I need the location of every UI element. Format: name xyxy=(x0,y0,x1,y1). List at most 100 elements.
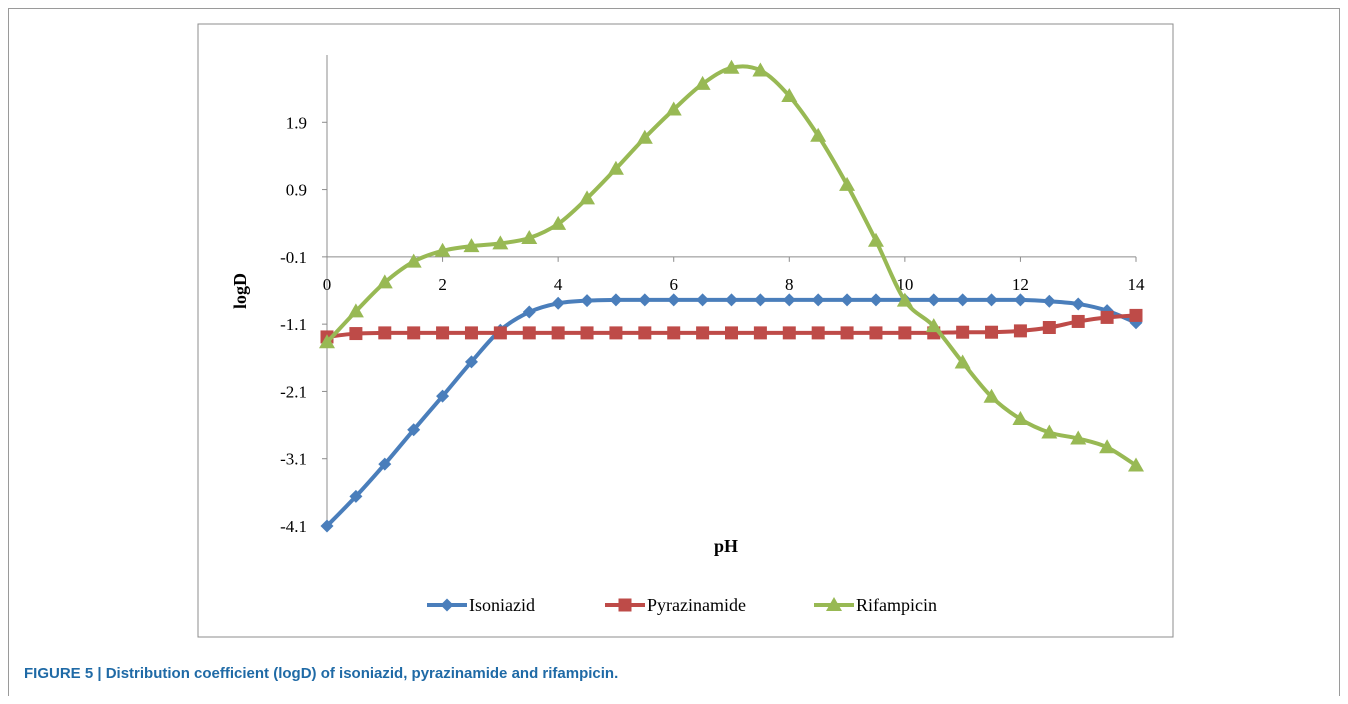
data-point-isoniazid xyxy=(464,355,478,369)
data-point-rifampicin xyxy=(319,334,335,349)
data-point-rifampicin xyxy=(867,232,884,247)
data-point-rifampicin xyxy=(694,75,711,90)
data-point-pyrazinamide xyxy=(493,326,507,340)
y-tick-label: -3.1 xyxy=(280,450,307,469)
data-point-rifampicin xyxy=(752,62,769,77)
data-point-isoniazid xyxy=(551,296,565,310)
y-tick-label: 0.9 xyxy=(286,181,307,200)
data-point-isoniazid xyxy=(840,293,854,307)
data-point-pyrazinamide xyxy=(840,326,854,340)
data-point-isoniazid xyxy=(638,293,652,307)
data-point-isoniazid xyxy=(407,423,421,437)
data-point-pyrazinamide xyxy=(349,327,363,341)
x-tick-label: 4 xyxy=(554,275,563,294)
data-point-rifampicin xyxy=(521,230,538,245)
x-tick-label: 8 xyxy=(785,275,794,294)
figure-caption: FIGURE 5 | Distribution coefficient (log… xyxy=(24,665,619,682)
data-point-pyrazinamide xyxy=(811,326,825,340)
data-point-isoniazid xyxy=(869,293,883,307)
data-point-isoniazid xyxy=(378,457,392,471)
legend-swatch-marker-isoniazid xyxy=(440,598,454,612)
data-point-isoniazid xyxy=(985,293,999,307)
data-point-pyrazinamide xyxy=(956,325,970,339)
data-point-pyrazinamide xyxy=(407,326,421,340)
data-point-isoniazid xyxy=(522,305,536,319)
data-point-rifampicin xyxy=(550,215,567,230)
data-point-pyrazinamide xyxy=(725,326,738,340)
data-point-pyrazinamide xyxy=(753,326,767,340)
data-point-rifampicin xyxy=(579,190,596,205)
figure-frame xyxy=(8,8,1340,696)
data-point-rifampicin xyxy=(665,101,682,116)
legend-item-isoniazid: Isoniazid xyxy=(427,595,535,615)
data-point-pyrazinamide xyxy=(985,325,999,339)
data-point-pyrazinamide xyxy=(638,326,652,340)
legend: Isoniazid Pyrazinamide Rifampicin xyxy=(427,595,937,615)
legend-swatch-marker-rifampicin xyxy=(826,597,842,611)
data-point-isoniazid xyxy=(1042,294,1056,308)
x-tick-label: 10 xyxy=(896,275,913,294)
data-point-pyrazinamide xyxy=(551,326,565,340)
data-point-rifampicin xyxy=(434,242,451,257)
y-tick-label: -0.1 xyxy=(280,248,307,267)
data-point-pyrazinamide xyxy=(1071,314,1085,328)
x-tick-label: 14 xyxy=(1128,275,1146,294)
data-point-isoniazid xyxy=(349,489,363,503)
data-point-isoniazid xyxy=(696,293,710,307)
x-tick-label: 6 xyxy=(669,275,678,294)
data-point-isoniazid xyxy=(1071,297,1085,311)
data-point-pyrazinamide xyxy=(436,326,450,340)
data-point-pyrazinamide xyxy=(580,326,594,340)
data-point-pyrazinamide xyxy=(898,326,912,340)
legend-item-pyrazinamide: Pyrazinamide xyxy=(605,595,746,615)
data-point-isoniazid xyxy=(725,293,738,307)
series-isoniazid xyxy=(320,293,1143,533)
y-axis-title: logD xyxy=(230,273,250,309)
data-point-pyrazinamide xyxy=(782,326,796,340)
data-point-isoniazid xyxy=(1013,293,1027,307)
data-point-rifampicin xyxy=(896,292,913,307)
data-point-isoniazid xyxy=(956,293,970,307)
data-point-pyrazinamide xyxy=(869,326,883,340)
data-point-rifampicin xyxy=(781,88,798,103)
data-point-pyrazinamide xyxy=(696,326,710,340)
data-point-rifampicin xyxy=(636,129,653,144)
data-point-rifampicin xyxy=(347,303,364,318)
data-point-pyrazinamide xyxy=(464,326,478,340)
data-point-isoniazid xyxy=(320,519,334,533)
legend-swatch-marker-pyrazinamide xyxy=(618,598,632,612)
data-point-pyrazinamide xyxy=(609,326,623,340)
data-point-rifampicin xyxy=(954,354,971,369)
data-point-rifampicin xyxy=(376,274,393,289)
data-point-pyrazinamide xyxy=(1100,310,1114,324)
data-point-isoniazid xyxy=(580,294,594,308)
data-point-rifampicin xyxy=(1099,439,1116,454)
legend-label-rifampicin: Rifampicin xyxy=(856,595,937,615)
legend-label-pyrazinamide: Pyrazinamide xyxy=(647,595,746,615)
data-point-isoniazid xyxy=(753,293,767,307)
x-tick-label: 0 xyxy=(323,275,332,294)
data-point-pyrazinamide xyxy=(378,326,392,340)
data-point-isoniazid xyxy=(782,293,796,307)
data-point-rifampicin xyxy=(1070,430,1087,445)
data-point-pyrazinamide xyxy=(522,326,536,340)
x-axis-title: pH xyxy=(714,536,738,556)
data-point-pyrazinamide xyxy=(1129,308,1143,322)
data-point-isoniazid xyxy=(436,389,450,403)
data-point-rifampicin xyxy=(1012,411,1029,426)
legend-label-isoniazid: Isoniazid xyxy=(469,595,535,615)
y-tick-label: -2.1 xyxy=(280,382,307,401)
data-point-rifampicin xyxy=(839,176,856,191)
data-point-rifampicin xyxy=(405,253,422,268)
x-tick-label: 12 xyxy=(1012,275,1029,294)
data-point-isoniazid xyxy=(667,293,681,307)
data-point-rifampicin xyxy=(723,59,740,74)
y-tick-label: -4.1 xyxy=(280,517,307,536)
data-point-rifampicin xyxy=(463,238,480,253)
y-tick-label: 1.9 xyxy=(286,113,307,132)
data-point-isoniazid xyxy=(927,293,941,307)
data-point-isoniazid xyxy=(609,293,623,307)
data-point-rifampicin xyxy=(492,235,509,250)
data-point-rifampicin xyxy=(925,318,942,333)
